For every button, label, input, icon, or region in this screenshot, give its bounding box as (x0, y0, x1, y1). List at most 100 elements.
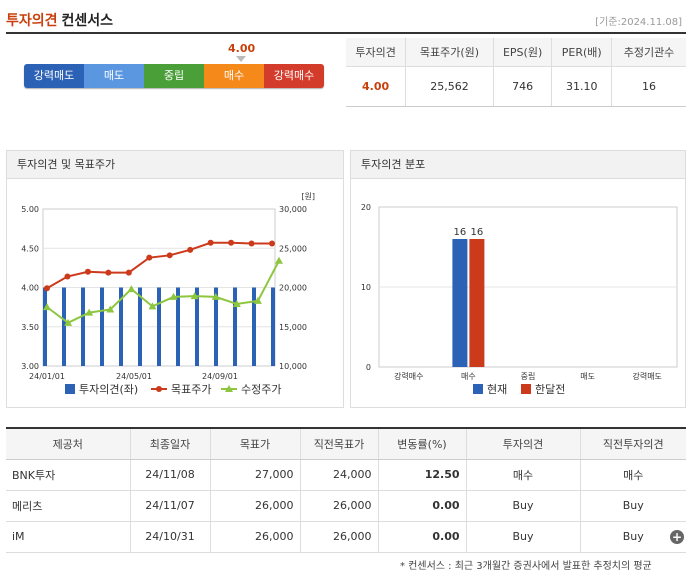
y-tick-label: 20 (361, 203, 371, 212)
opinion-bar (119, 287, 123, 366)
y-left-tick-label: 4.00 (21, 284, 39, 293)
table-row: iM 24/10/31 26,000 26,000 0.00 Buy Buy (6, 521, 686, 553)
adjusted-price-point (148, 302, 157, 310)
x-tick-label: 중립 (521, 372, 536, 381)
x-tick-label: 24/05/01 (116, 372, 152, 381)
summary-header: 투자의견 (346, 38, 406, 67)
broker-name: iM (6, 521, 130, 553)
summary-target-price: 25,562 (405, 66, 494, 107)
target-price-point (269, 240, 275, 247)
summary-opinion: 4.00 (346, 66, 406, 107)
adjusted-price-line (46, 260, 280, 324)
legend-label: 한달전 (535, 383, 565, 396)
y-left-tick-label: 3.00 (21, 362, 39, 371)
y-right-tick-label: 25,000 (279, 244, 307, 253)
scale-sell: 매도 (84, 64, 144, 88)
x-tick-label: 강력매수 (394, 371, 423, 381)
adjusted-price-point (232, 299, 241, 307)
adjusted-price-point (253, 296, 262, 304)
legend-swatch (473, 384, 483, 394)
target-price: 26,000 (209, 521, 300, 553)
opinion-bar (43, 287, 47, 366)
last-date: 24/10/31 (129, 521, 210, 553)
expand-plus-icon[interactable]: + (670, 530, 684, 544)
prev-opinion: 매수 (579, 459, 686, 491)
summary-header: PER(배) (551, 38, 612, 67)
target-price-point (125, 269, 132, 276)
legend-label: 수정주가 (241, 383, 281, 396)
adjusted-price-point (43, 303, 51, 311)
summary-header: 추정기관수 (611, 38, 686, 67)
adjusted-price-point (275, 256, 283, 264)
consensus-marker-arrow-icon (236, 56, 246, 62)
target-price-point (187, 246, 194, 253)
target-price-point (207, 239, 214, 246)
detail-header: 직전투자의견 (579, 428, 686, 460)
opinion-bar (252, 287, 256, 366)
target-price-point (105, 269, 112, 276)
opinion: Buy (465, 490, 580, 522)
summary-institutions: 16 (611, 66, 686, 107)
x-tick-label: 매수 (461, 372, 476, 381)
detail-header: 최종일자 (129, 428, 210, 460)
opinion-bar (214, 287, 218, 366)
header-divider (6, 32, 686, 34)
detail-header: 변동률(%) (377, 428, 466, 460)
y-left-tick-label: 4.50 (21, 244, 39, 253)
opinion-distribution-panel: 투자의견 분포 20 10 0 강력매수 매수 16 16 중립 매도 강력매도 현재 한달전 (350, 150, 686, 408)
bar-value-label: 16 (454, 227, 467, 238)
panel-title: 투자의견 및 목표주가 (7, 151, 343, 179)
adjusted-price-point (190, 292, 199, 300)
adjusted-price-point (64, 318, 73, 326)
target-price: 26,000 (209, 490, 300, 522)
target-price-point (64, 273, 71, 280)
base-date: [기준:2024.11.08] (595, 17, 682, 28)
prev-target-price: 26,000 (299, 490, 378, 522)
opinion-bar (176, 287, 180, 366)
summary-header: 목표주가(원) (405, 38, 494, 67)
target-price-point (228, 239, 235, 246)
detail-header: 투자의견 (465, 428, 580, 460)
y-left-tick-label: 5.00 (21, 205, 39, 214)
legend-label: 목표주가 (171, 383, 211, 396)
target-price-point (44, 285, 50, 292)
last-date: 24/11/08 (129, 459, 210, 491)
consensus-marker-value: 4.00 (228, 42, 256, 55)
target-price-point (146, 254, 153, 261)
opinion-bar (138, 287, 142, 366)
legend-adjusted-marker (225, 385, 233, 392)
broker-name: 메리츠 (6, 490, 130, 522)
legend-swatch (521, 384, 531, 394)
adjusted-price-point (85, 308, 94, 316)
section-header: 투자의견 컨센서스 [기준:2024.11.08] (6, 6, 686, 32)
opinion-bar (233, 287, 237, 366)
footnote: * 컨센서스 : 최근 3개월간 증권사에서 발표한 추정치의 평균 (400, 561, 652, 572)
adjusted-price-point (211, 292, 220, 300)
opinion-target-chart: 5.00 4.50 4.00 3.50 3.00 30,000 25,000 20,000 15… (21, 192, 315, 396)
legend-target-marker (156, 386, 162, 392)
opinion-bar (157, 287, 161, 366)
summary-eps: 746 (492, 66, 552, 107)
scale-neutral: 중립 (144, 64, 204, 88)
consensus-scale: 강력매도 매도 중립 매수 강력매수 (24, 64, 324, 88)
adjusted-price-point (169, 292, 178, 300)
change-rate: 12.50 (377, 459, 466, 491)
scale-strong-buy: 강력매수 (264, 64, 324, 88)
summary-per: 31.10 (551, 66, 612, 107)
prev-opinion: Buy (579, 490, 686, 522)
target-price-point (248, 240, 255, 247)
adjusted-price-point (106, 305, 115, 313)
change-rate: 0.00 (377, 521, 466, 553)
target-price-line (46, 241, 272, 290)
y-tick-label: 10 (361, 283, 371, 292)
prev-target-price: 26,000 (299, 521, 378, 553)
target-price: 27,000 (209, 459, 300, 491)
broker-name: BNK투자 (6, 459, 130, 491)
summary-header: EPS(원) (492, 38, 552, 67)
opinion-bar (62, 287, 66, 366)
panel-title: 투자의견 분포 (351, 151, 685, 179)
legend-label: 투자의견(좌) (79, 383, 138, 396)
table-row: 메리츠 24/11/07 26,000 26,000 0.00 Buy Buy (6, 490, 686, 522)
adjusted-price-point (127, 285, 136, 293)
